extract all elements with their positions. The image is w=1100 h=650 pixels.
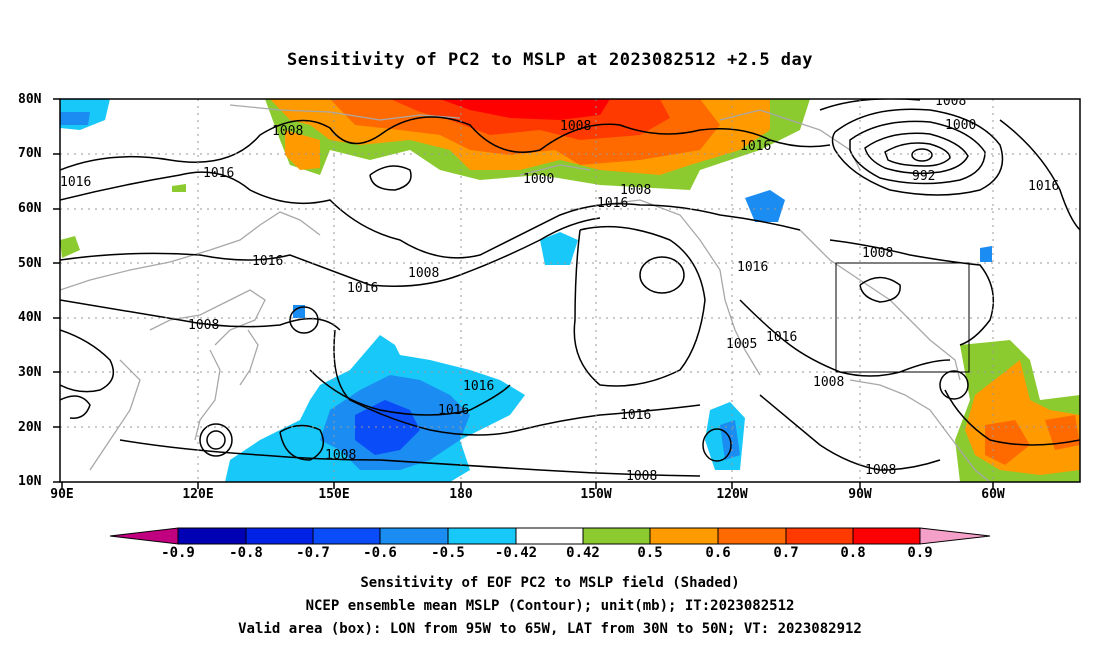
- lat-label-50n: 50N: [18, 256, 42, 271]
- contour-label: 1016: [252, 254, 283, 269]
- contour-label: 992: [912, 169, 935, 184]
- lon-label-120e: 120E: [182, 487, 214, 502]
- map-title: Sensitivity of PC2 to MSLP at 2023082512…: [286, 50, 813, 70]
- mslp-contours: [60, 99, 1080, 477]
- contour-label: 1008: [325, 448, 356, 463]
- contour-label: 1016: [597, 196, 628, 211]
- lat-label-60n: 60N: [18, 201, 42, 216]
- lon-label-60w: 60W: [981, 487, 1005, 502]
- contour-label: 1016: [766, 330, 797, 345]
- contour-label: 1008: [865, 463, 896, 478]
- contour-label: 1000: [945, 118, 976, 133]
- colorbar-swatch: [852, 527, 921, 545]
- contour-label: 1008: [935, 94, 966, 109]
- lon-label-150e: 150E: [318, 487, 350, 502]
- colorbar-label: -0.7: [296, 545, 330, 561]
- plot-frame: [59, 98, 1081, 483]
- colorbar-swatch: [109, 527, 179, 545]
- valid-area-box: [835, 262, 970, 373]
- gridlines: [60, 99, 1080, 482]
- contour-label: 1008: [813, 375, 844, 390]
- contour-label: 1016: [60, 175, 91, 190]
- colorbar-label: -0.6: [363, 545, 397, 561]
- footer-line-contour: NCEP ensemble mean MSLP (Contour); unit(…: [305, 598, 795, 614]
- lat-label-30n: 30N: [18, 365, 42, 380]
- colorbar-label: 0.42: [566, 545, 600, 561]
- footer-line-valid-area: Valid area (box): LON from 95W to 65W, L…: [238, 621, 862, 637]
- colorbar-label: -0.9: [161, 545, 195, 561]
- contour-label: 1008: [862, 246, 893, 261]
- contour-label: 1005: [726, 337, 757, 352]
- colorbar-swatch: [245, 527, 314, 545]
- colorbar-label: 0.7: [773, 545, 799, 561]
- contour-labels: 1008 1008 1008 1008 1008 1008 1008 1008 …: [60, 94, 1059, 484]
- lat-label-80n: 80N: [18, 92, 42, 107]
- colorbar-label: -0.8: [229, 545, 263, 561]
- lat-label-10n: 10N: [18, 474, 42, 489]
- contour-label: 1008: [272, 124, 303, 139]
- lon-label-150w: 150W: [580, 487, 612, 502]
- lon-label-90e: 90E: [50, 487, 74, 502]
- contour-label: 1008: [626, 469, 657, 484]
- contour-label: 1000: [523, 172, 554, 187]
- contour-label: 1008: [560, 119, 591, 134]
- contour-label: 1016: [347, 281, 378, 296]
- lon-label-180: 180: [449, 487, 473, 502]
- colorbar-label: 0.6: [705, 545, 731, 561]
- colorbar-swatch: [312, 527, 381, 545]
- contour-label: 1016: [740, 139, 771, 154]
- colorbar-label: -0.5: [431, 545, 465, 561]
- colorbar-swatch: [785, 527, 854, 545]
- colorbar-label: 0.5: [637, 545, 663, 561]
- contour-label: 1016: [438, 403, 469, 418]
- colorbar-swatch: [717, 527, 787, 545]
- colorbar-label: 0.8: [840, 545, 866, 561]
- contour-label: 1016: [620, 408, 651, 423]
- contour-label: 1016: [203, 166, 234, 181]
- colorbar-swatch: [649, 527, 719, 545]
- lat-label-40n: 40N: [18, 310, 42, 325]
- footer-line-shading: Sensitivity of EOF PC2 to MSLP field (Sh…: [360, 575, 740, 591]
- colorbar-swatch: [177, 527, 247, 545]
- colorbar-swatch: [379, 527, 449, 545]
- colorbar-label: 0.9: [907, 545, 933, 561]
- lat-label-20n: 20N: [18, 420, 42, 435]
- colorbar-swatch: [515, 527, 584, 545]
- contour-label: 1016: [737, 260, 768, 275]
- lon-label-90w: 90W: [848, 487, 872, 502]
- contour-label: 1008: [620, 183, 651, 198]
- colorbar-label: -0.42: [494, 545, 538, 561]
- lat-label-70n: 70N: [18, 146, 42, 161]
- contour-label: 1016: [1028, 179, 1059, 194]
- colorbar: [109, 527, 991, 545]
- colorbar-swatch: [919, 527, 991, 545]
- colorbar-swatch: [447, 527, 517, 545]
- contour-label: 1008: [188, 318, 219, 333]
- colorbar-swatch: [582, 527, 651, 545]
- contour-label: 1008: [408, 266, 439, 281]
- contour-label: 1016: [463, 379, 494, 394]
- lon-label-120w: 120W: [716, 487, 748, 502]
- axis-ticks: [53, 98, 994, 489]
